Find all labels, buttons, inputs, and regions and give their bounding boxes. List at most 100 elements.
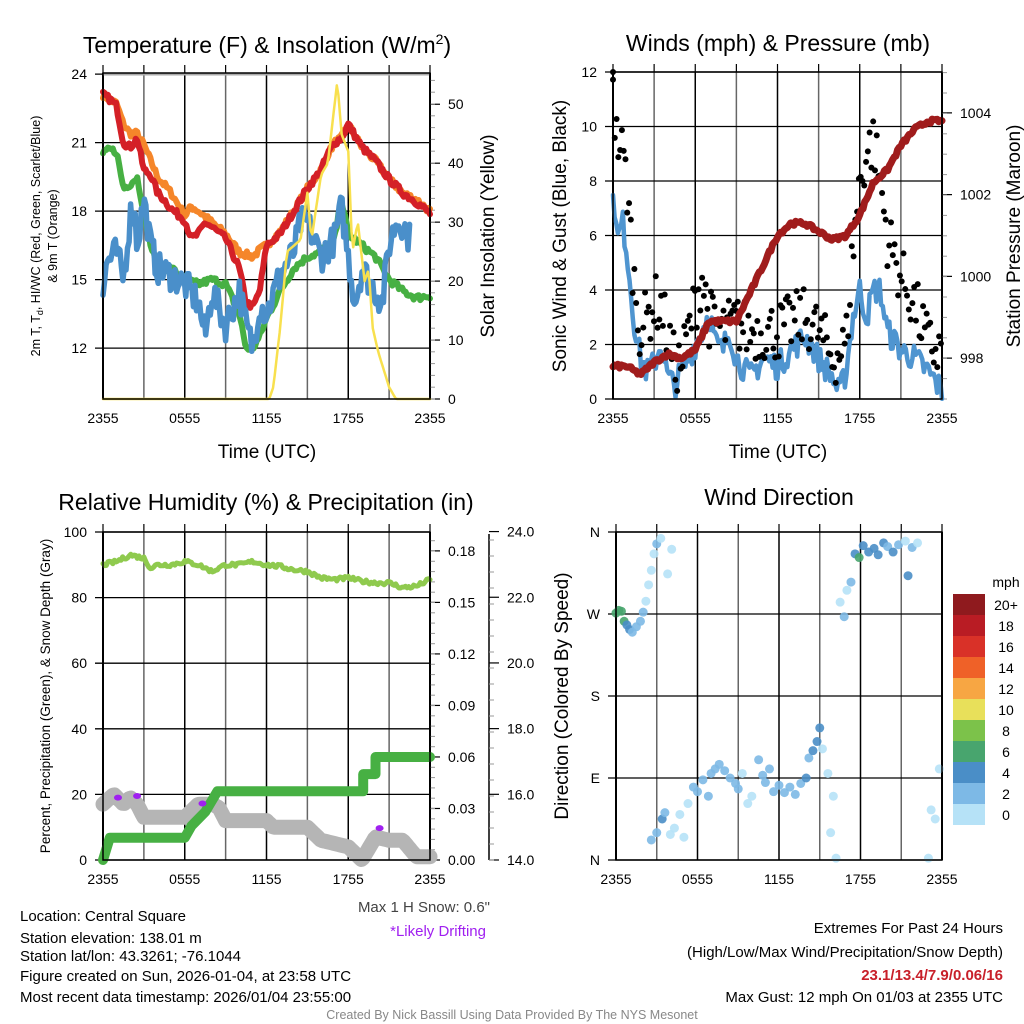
gust-point: [693, 324, 700, 331]
gust-point: [845, 333, 852, 340]
gust-point: [850, 253, 857, 260]
x-tick-label: 2355: [414, 410, 445, 426]
gust-point: [830, 364, 837, 371]
gust-point: [936, 333, 943, 340]
direction-point: [923, 853, 933, 863]
gust-point: [761, 355, 768, 362]
gust-point: [636, 351, 643, 358]
gust-point: [791, 317, 798, 324]
right-tick-label: 10: [448, 332, 464, 348]
direction-point: [854, 553, 864, 563]
x-tick-label: 0555: [169, 410, 200, 426]
legend-swatch: [953, 804, 985, 825]
gust-point: [918, 335, 925, 342]
legend-swatch: [953, 657, 985, 678]
right-tick-label: 20.0: [507, 655, 534, 671]
gust-point: [832, 379, 839, 386]
gust-point: [699, 274, 706, 281]
wind-direction-y-label: Direction (Colored By Speed): [552, 572, 573, 819]
x-tick-label: 2355: [926, 871, 957, 887]
temperature-y-label: 2m T, Td, HI/WC (Red, Green, Scarlet/Blu…: [29, 116, 45, 357]
direction-point: [649, 549, 659, 559]
direction-point: [703, 791, 713, 801]
temperature-x-label: Time (UTC): [218, 442, 317, 463]
gust-point: [793, 288, 800, 295]
legend-label: 10: [998, 702, 1014, 718]
legend-swatch: [953, 636, 985, 657]
gust-point: [640, 324, 647, 331]
direction-point: [758, 770, 768, 780]
gust-point: [797, 294, 804, 301]
gust-point: [652, 273, 659, 280]
gust-point: [909, 300, 916, 307]
gust-point: [659, 322, 666, 329]
legend-label: 16: [998, 639, 1014, 655]
gust-point: [684, 317, 691, 324]
gust-point: [675, 342, 682, 349]
legend-label: 14: [998, 660, 1014, 676]
y-tick-label: 0: [589, 391, 597, 407]
direction-point: [747, 791, 757, 801]
right-tick-label: 40: [448, 155, 464, 171]
gust-point: [667, 322, 674, 329]
gust-point: [622, 156, 629, 163]
legend-swatch: [953, 762, 985, 783]
winds-y-label: Sonic Wind & Gust (Blue, Black): [550, 100, 571, 372]
gust-point: [873, 132, 880, 139]
gust-point: [708, 288, 715, 295]
blue-sonic-wind-line: [610, 192, 945, 402]
right-tick-label: 16.0: [507, 786, 534, 802]
legend-label: 2: [1002, 786, 1010, 802]
gust-point: [697, 307, 704, 314]
gust-point: [888, 219, 895, 226]
direction-point: [769, 787, 779, 797]
gust-point: [688, 325, 695, 332]
direction-point: [646, 835, 656, 845]
gust-point: [864, 148, 871, 155]
gust-point: [750, 330, 757, 337]
humidity-title: Relative Humidity (%) & Precipitation (i…: [58, 489, 473, 515]
gust-point: [912, 317, 919, 324]
extremes-values: 23.1/13.4/7.9/0.06/16: [861, 967, 1003, 984]
legend-label: 6: [1002, 744, 1010, 760]
gust-point: [886, 242, 893, 249]
gust-point: [629, 289, 636, 296]
humidity-plot: 2355 0555 1155 1755 23550204060801000.000.03…: [64, 524, 535, 887]
gust-point: [768, 307, 775, 314]
gust-point: [937, 340, 944, 347]
gust-point: [781, 321, 788, 328]
plot-border: [615, 531, 943, 861]
direction-point: [926, 805, 936, 815]
direction-point: [714, 759, 724, 769]
gust-point: [816, 327, 823, 334]
drifting-marker: [113, 794, 122, 801]
direction-point: [720, 766, 730, 776]
winds-title: Winds (mph) & Pressure (mb): [626, 30, 930, 56]
right-tick-label: 0.03: [448, 800, 475, 816]
gust-point: [618, 127, 625, 134]
drifting-marker: [133, 792, 142, 799]
gust-point: [702, 281, 709, 288]
direction-point: [831, 853, 841, 863]
right-tick-label: 20: [448, 273, 464, 289]
gust-point: [822, 312, 829, 319]
gust-point: [754, 318, 761, 325]
gust-point: [923, 310, 930, 317]
direction-point: [675, 809, 685, 819]
latlon-text: Station lat/lon: 43.3261; -76.1044: [20, 948, 241, 965]
gust-point: [904, 292, 911, 299]
y-tick-label: 6: [589, 228, 597, 244]
gust-point: [896, 272, 903, 279]
gust-point: [823, 334, 830, 341]
gust-point: [871, 167, 878, 174]
humidity-panel: Relative Humidity (%) & Precipitation (i…: [38, 489, 534, 940]
direction-point: [683, 799, 693, 809]
gust-point: [624, 209, 631, 216]
gust-point: [811, 309, 818, 316]
legend-label: 18: [998, 618, 1014, 634]
direction-point: [641, 596, 651, 606]
legend-swatch: [953, 720, 985, 741]
gust-point: [734, 298, 741, 305]
right-tick-label: 0.06: [448, 749, 475, 765]
